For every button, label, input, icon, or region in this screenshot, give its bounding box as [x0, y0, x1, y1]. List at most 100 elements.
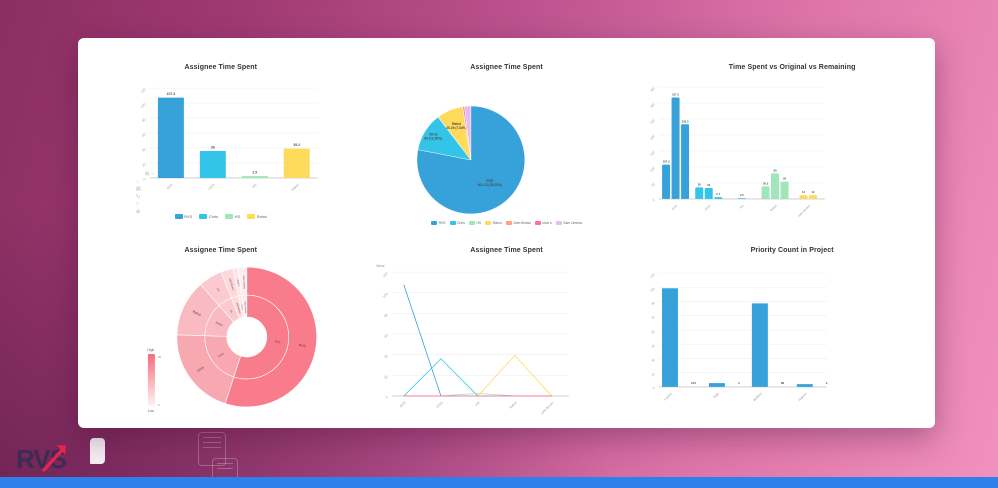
svg-text:2.5: 2.5 — [252, 171, 257, 175]
legend-item-john-brown[interactable]: John Brown — [505, 221, 531, 225]
svg-text:20: 20 — [383, 374, 388, 379]
svg-text:36: 36 — [698, 182, 702, 186]
svg-text:John Brown: John Brown — [235, 302, 241, 314]
svg-text:317.2: 317.2 — [672, 93, 679, 97]
svg-text:Sam Umesa: Sam Umesa — [242, 276, 246, 290]
chart-time-spent-vs-original-vs-remaining: Time Spent vs Original vs Remaining 0 50 1… — [649, 38, 935, 233]
bar-chart-canvas[interactable]: 0 20 40 60 80 100 120 107.3 RVS 36 Chris 2.5 HS 39.2 R… — [78, 38, 364, 233]
svg-text:39.2: 39.2 — [293, 143, 300, 147]
legend-label: Rahul — [492, 221, 502, 225]
svg-text:15: 15 — [651, 372, 656, 377]
svg-text:5.7: 5.7 — [717, 192, 721, 196]
chart-title: Assignee Time Spent — [470, 247, 543, 254]
chart-assignee-time-spent-pie: Assignee Time Spent RVS 401.10 (78.23%) Ch… — [364, 38, 650, 233]
refresh-icon[interactable]: ↻ — [136, 193, 141, 200]
legend-label: Chris — [208, 214, 219, 219]
svg-text:John Brown: John Brown — [228, 278, 235, 292]
legend-item-rahul[interactable]: Rahul — [485, 221, 502, 225]
legend-item-sam-umesa[interactable]: Sam Umesa — [555, 221, 582, 225]
priority-bar-chart-canvas[interactable]: 0 15 30 45 60 75 90 105 120 104 Lowest 4 High 88 Mediu… — [649, 233, 935, 428]
legend-chip — [534, 221, 541, 225]
data-view-icon[interactable]: ▤ — [136, 186, 141, 192]
legend-chip — [449, 221, 456, 225]
legend-item-hs[interactable]: HS — [225, 214, 240, 219]
svg-text:Chris: Chris — [217, 351, 225, 358]
svg-text:100: 100 — [382, 292, 389, 299]
svg-text:RVS: RVS — [298, 343, 306, 348]
magic-type-icon[interactable]: ○ — [136, 201, 140, 207]
svg-text:120: 120 — [140, 87, 147, 94]
line-chart-canvas[interactable]: 0 20 40 60 80 100 120 Value RVS Chris HS Rahul John … — [364, 233, 650, 428]
svg-text:HS: HS — [739, 204, 745, 210]
svg-text:39.2: 39.2 — [763, 181, 769, 185]
svg-text:12: 12 — [802, 190, 806, 194]
legend-item-chris[interactable]: Chris — [199, 214, 218, 219]
svg-text:Low: Low — [148, 409, 155, 413]
svg-text:Chris: Chris — [435, 401, 443, 409]
grouped-bar-chart-canvas[interactable]: 0 50 100 150 200 250 300 350 107.3 317.2 233.5 RVS 3… — [649, 38, 935, 233]
svg-text:104: 104 — [691, 381, 696, 385]
restore-icon[interactable]: ⊞ — [145, 171, 152, 177]
watermark-document-icon — [198, 432, 226, 466]
svg-text:34: 34 — [707, 183, 711, 187]
svg-text:High: High — [713, 392, 720, 399]
chart-assignee-time-spent-line: Assignee Time Spent 0 20 40 60 80 100 120 Value… — [364, 233, 650, 428]
svg-text:Rahul: Rahul — [770, 204, 779, 213]
svg-text:Rahul: Rahul — [215, 321, 224, 328]
chart-priority-count: Priority Count in Project 0 15 30 45 60 75 90 1… — [649, 233, 935, 428]
svg-text:88: 88 — [781, 381, 785, 385]
legend-item-rvs[interactable]: RVS — [174, 214, 193, 219]
svg-text:80: 80 — [141, 117, 146, 122]
legend-label: RVS — [184, 214, 193, 219]
zoom-icon[interactable]: ⊕ — [136, 208, 141, 215]
svg-text:High: High — [147, 348, 154, 352]
legend-item-rahul[interactable]: Rahul — [247, 214, 267, 219]
svg-text:200: 200 — [650, 134, 657, 141]
svg-text:30: 30 — [651, 358, 656, 363]
svg-text:20: 20 — [141, 162, 146, 167]
legend-chip — [174, 214, 183, 219]
legend-chip — [505, 221, 512, 225]
svg-text:char s: char s — [236, 279, 240, 287]
svg-text:4: 4 — [738, 381, 740, 385]
chart-title: Priority Count in Project — [750, 247, 834, 254]
svg-text:Chris: Chris — [429, 133, 438, 137]
legend-item-chris[interactable]: Chris — [449, 221, 465, 225]
legend-chip — [225, 214, 234, 219]
chart-assignee-time-spent-sunburst: Assignee Time Spent RVS RVS Chris Chris Rahu… — [78, 233, 364, 428]
svg-text:107.3: 107.3 — [663, 160, 670, 164]
legend-chip — [555, 221, 562, 225]
svg-text:60: 60 — [651, 329, 656, 334]
svg-text:Rahul: Rahul — [291, 183, 300, 192]
svg-text:50: 50 — [651, 182, 656, 187]
svg-text:0: 0 — [143, 177, 147, 181]
svg-text:54: 54 — [783, 177, 787, 181]
svg-text:Rahul: Rahul — [452, 122, 461, 126]
svg-text:45: 45 — [651, 343, 656, 348]
svg-text:RVS: RVS — [486, 179, 493, 183]
svg-text:Lowest: Lowest — [663, 392, 673, 402]
footer-strip — [0, 477, 998, 488]
svg-text:30: 30 — [158, 355, 162, 359]
svg-text:75: 75 — [651, 315, 656, 320]
svg-text:250: 250 — [650, 118, 657, 125]
svg-text:Rahul: Rahul — [508, 401, 517, 410]
svg-text:Medium: Medium — [753, 391, 764, 402]
line-icon[interactable]: − — [151, 171, 157, 177]
svg-text:107.3: 107.3 — [167, 92, 176, 96]
legend-item-char-s[interactable]: char s — [534, 221, 552, 225]
legend-item-rvs[interactable]: RVS — [431, 221, 446, 225]
svg-text:Chris: Chris — [704, 203, 712, 211]
svg-text:John Brown: John Brown — [539, 401, 554, 416]
svg-text:90: 90 — [651, 301, 656, 306]
save-image-icon[interactable]: ↓ — [136, 178, 139, 185]
svg-text:Chris: Chris — [196, 365, 205, 373]
legend-item-hs[interactable]: HS — [468, 221, 481, 225]
legend-label: Sam Umesa — [563, 221, 582, 225]
svg-text:Sam Umesa: Sam Umesa — [243, 301, 246, 313]
svg-text:300: 300 — [650, 102, 657, 109]
legend-chip — [431, 221, 438, 225]
chart-assignee-time-spent-bar: Assignee Time Spent 0 20 40 60 80 100 120 107.3… — [78, 38, 364, 233]
